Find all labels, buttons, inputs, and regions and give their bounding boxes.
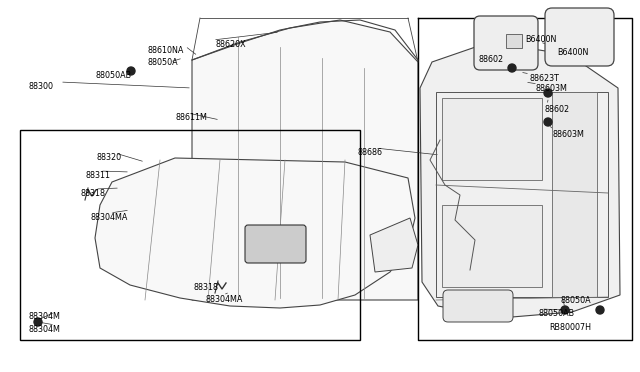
Bar xyxy=(442,205,542,287)
Circle shape xyxy=(596,306,604,314)
Text: 88602: 88602 xyxy=(545,105,570,114)
Circle shape xyxy=(544,89,552,97)
Circle shape xyxy=(34,318,42,326)
Bar xyxy=(436,92,608,297)
FancyBboxPatch shape xyxy=(245,225,306,263)
FancyBboxPatch shape xyxy=(545,8,614,66)
Text: 88603M: 88603M xyxy=(536,84,568,93)
Circle shape xyxy=(508,64,516,72)
Text: 88318: 88318 xyxy=(194,283,219,292)
FancyBboxPatch shape xyxy=(443,290,513,322)
Text: 88304MA: 88304MA xyxy=(205,295,243,304)
Polygon shape xyxy=(370,218,418,272)
Circle shape xyxy=(544,118,552,126)
Circle shape xyxy=(127,67,135,75)
Bar xyxy=(20,130,360,340)
Text: 88610NA: 88610NA xyxy=(148,46,184,55)
Text: 88050AB: 88050AB xyxy=(95,71,131,80)
Text: 88304MA: 88304MA xyxy=(90,213,127,222)
Text: B6400N: B6400N xyxy=(525,35,556,44)
Polygon shape xyxy=(192,20,418,300)
Bar xyxy=(442,98,542,180)
Text: 88318: 88318 xyxy=(80,189,105,198)
Text: 88686: 88686 xyxy=(358,148,383,157)
Polygon shape xyxy=(420,42,620,318)
Text: 88602: 88602 xyxy=(479,55,504,64)
Text: 88304M: 88304M xyxy=(28,312,60,321)
Bar xyxy=(552,92,597,297)
Text: 88620X: 88620X xyxy=(216,40,246,49)
Text: 88623T: 88623T xyxy=(530,74,560,83)
Text: B6400N: B6400N xyxy=(557,48,588,57)
Text: 88311: 88311 xyxy=(85,171,110,180)
Text: RB80007H: RB80007H xyxy=(549,323,591,332)
Bar xyxy=(506,34,522,48)
Text: 88300: 88300 xyxy=(28,82,53,91)
Text: 88050A: 88050A xyxy=(561,296,591,305)
Polygon shape xyxy=(95,158,415,308)
FancyBboxPatch shape xyxy=(474,16,538,70)
Text: 88320: 88320 xyxy=(96,153,121,162)
Text: 88611M: 88611M xyxy=(176,113,208,122)
Text: 88304M: 88304M xyxy=(28,325,60,334)
Text: 88050AB: 88050AB xyxy=(539,309,575,318)
Circle shape xyxy=(561,306,569,314)
Text: 88603M: 88603M xyxy=(553,130,585,139)
Text: 88050A: 88050A xyxy=(148,58,179,67)
